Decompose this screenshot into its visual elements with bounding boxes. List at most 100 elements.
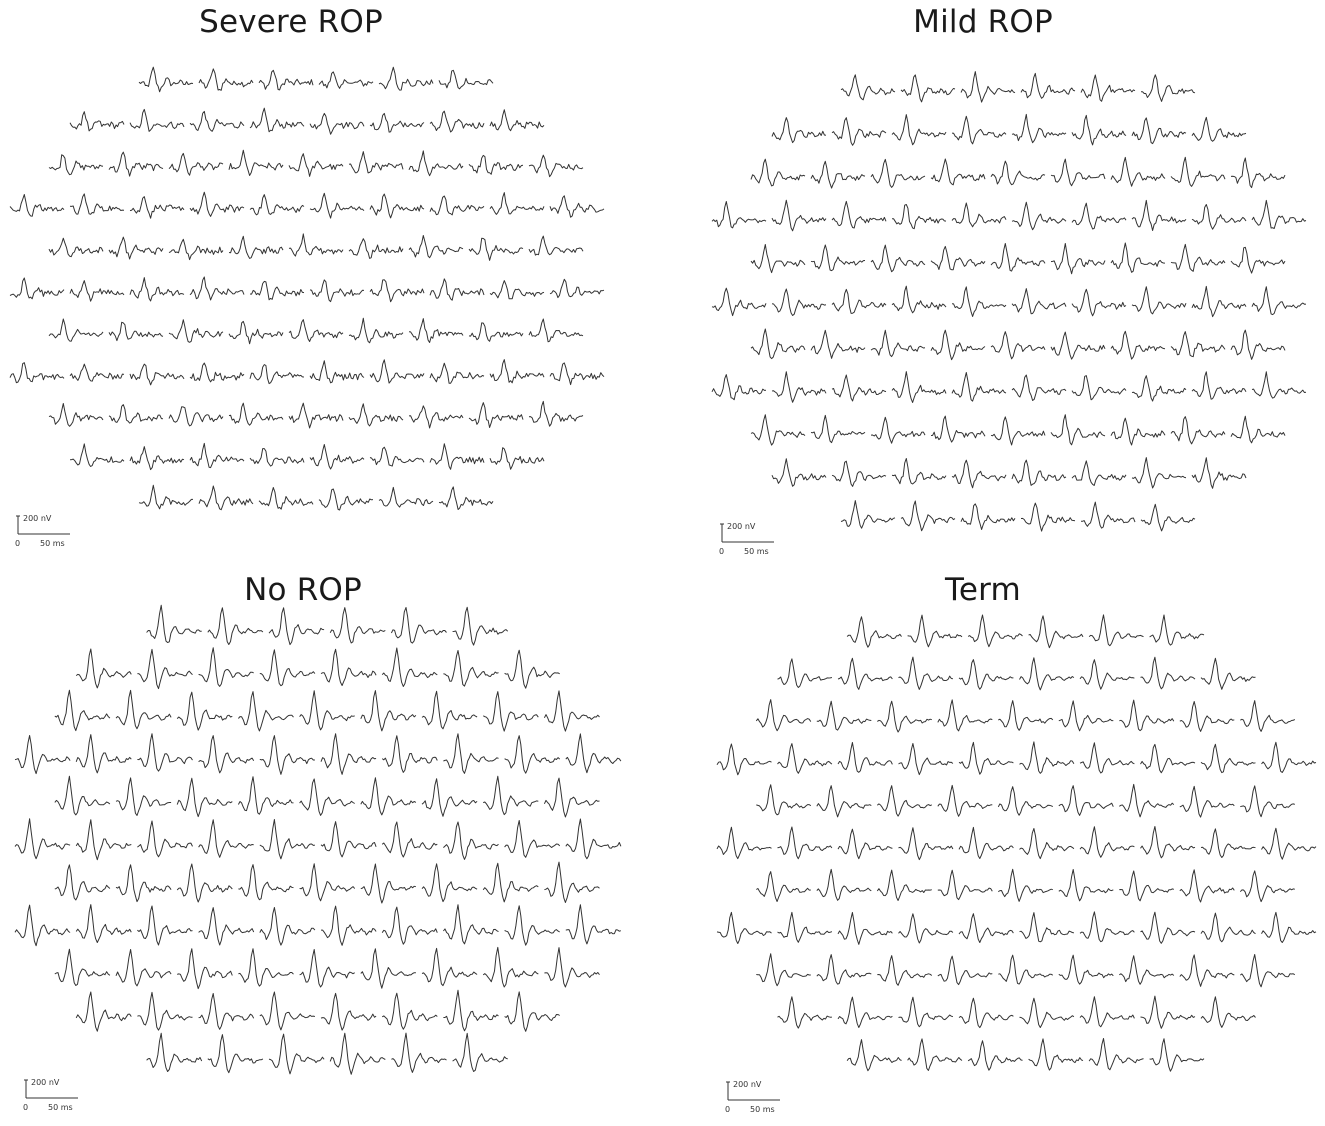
erg-trace: [990, 160, 1046, 186]
erg-trace: [1191, 371, 1247, 400]
erg-trace: [489, 192, 545, 215]
erg-trace: [443, 904, 499, 945]
erg-trace: [249, 448, 305, 467]
erg-trace: [1011, 201, 1067, 231]
erg-trace: [1140, 656, 1196, 690]
erg-trace: [846, 616, 902, 648]
erg-trace: [115, 949, 172, 987]
erg-trace: [329, 607, 386, 644]
erg-trace: [990, 243, 1046, 272]
erg-trace: [1019, 997, 1075, 1028]
erg-trace: [990, 331, 1046, 360]
erg-trace: [504, 991, 560, 1032]
erg-trace: [777, 826, 833, 860]
erg-trace: [898, 656, 953, 690]
erg-trace: [249, 107, 305, 133]
erg-trace: [937, 699, 993, 732]
erg-trace: [69, 280, 125, 302]
erg-trace: [1179, 785, 1235, 818]
erg-trace: [14, 735, 71, 775]
erg-trace: [381, 992, 438, 1030]
erg-trace: [960, 71, 1016, 103]
erg-trace: [504, 820, 561, 858]
erg-trace: [468, 154, 524, 175]
erg-trace: [755, 699, 812, 732]
erg-trace: [1200, 996, 1256, 1028]
erg-trace: [429, 443, 485, 470]
erg-trace: [138, 484, 193, 510]
erg-trace: [1230, 415, 1286, 444]
erg-trace: [1011, 374, 1067, 401]
erg-trace: [750, 328, 806, 360]
scale-bar: 200 nV 0 50 ms: [10, 512, 80, 552]
erg-trace: [54, 948, 111, 986]
erg-trace: [528, 235, 584, 256]
erg-trace: [309, 444, 365, 470]
erg-trace: [238, 948, 294, 987]
erg-trace: [299, 690, 355, 731]
erg-trace: [544, 947, 600, 988]
erg-trace: [891, 371, 947, 403]
erg-trace: [318, 488, 374, 511]
erg-trace: [997, 786, 1054, 816]
erg-trace: [391, 1032, 447, 1073]
erg-trace: [1081, 501, 1136, 529]
panel-title: No ROP: [244, 572, 362, 608]
erg-trace: [468, 402, 524, 428]
erg-trace: [1088, 1038, 1144, 1071]
erg-trace: [421, 947, 478, 987]
erg-trace: [898, 913, 954, 944]
erg-trace: [14, 904, 71, 947]
trace-array: [711, 71, 1307, 532]
erg-trace: [930, 329, 986, 361]
scale-bar: 200 nV 0 50 ms: [714, 520, 784, 560]
erg-trace: [1019, 657, 1075, 691]
panel-severe-rop: Severe ROP 200 nV 0 50 ms: [0, 0, 662, 558]
erg-trace: [1200, 828, 1256, 858]
erg-trace: [1141, 74, 1196, 102]
erg-trace: [189, 110, 245, 132]
erg-trace: [1131, 375, 1187, 402]
erg-trace: [810, 244, 866, 272]
erg-trace: [777, 911, 833, 943]
erg-trace: [750, 244, 806, 274]
erg-trace: [876, 869, 932, 901]
erg-trace: [1200, 657, 1256, 690]
erg-trace: [1131, 457, 1187, 489]
erg-trace: [1140, 743, 1196, 774]
erg-trace: [189, 276, 245, 301]
erg-trace: [207, 1034, 264, 1074]
erg-trace: [771, 371, 827, 403]
erg-trace: [137, 733, 193, 772]
erg-trace: [75, 991, 132, 1032]
erg-trace: [299, 778, 355, 816]
erg-trace: [320, 992, 377, 1031]
erg-trace: [137, 648, 193, 690]
erg-trace: [1131, 286, 1187, 315]
erg-trace: [900, 74, 956, 103]
erg-trace: [207, 607, 264, 645]
erg-trace: [360, 948, 416, 989]
erg-trace: [429, 110, 485, 133]
erg-trace: [1050, 331, 1106, 360]
erg-trace: [146, 604, 202, 643]
erg-trace: [998, 954, 1054, 985]
erg-trace: [378, 486, 434, 508]
erg-trace: [309, 192, 365, 219]
erg-trace: [1050, 158, 1106, 187]
erg-trace: [176, 777, 233, 818]
erg-trace: [1071, 460, 1127, 486]
erg-trace: [898, 743, 954, 776]
scale-zero-label: 0: [23, 1103, 28, 1112]
erg-trace: [299, 949, 355, 988]
erg-trace: [831, 374, 887, 402]
erg-trace: [369, 359, 425, 384]
erg-trace: [1058, 700, 1114, 732]
erg-trace: [14, 818, 71, 860]
erg-trace: [489, 280, 545, 300]
erg-trace: [1191, 285, 1247, 318]
erg-trace: [937, 784, 993, 817]
erg-trace: [840, 500, 896, 529]
erg-trace: [369, 446, 425, 467]
erg-trace: [1079, 742, 1135, 774]
